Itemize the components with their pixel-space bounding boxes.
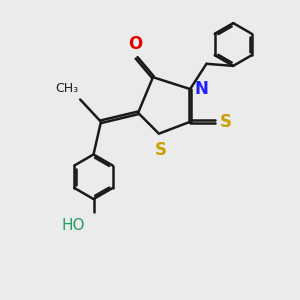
Text: CH₃: CH₃: [56, 82, 79, 95]
Text: S: S: [220, 113, 232, 131]
Text: S: S: [154, 141, 166, 159]
Text: O: O: [128, 34, 142, 52]
Text: N: N: [195, 80, 208, 98]
Text: HO: HO: [62, 218, 85, 233]
